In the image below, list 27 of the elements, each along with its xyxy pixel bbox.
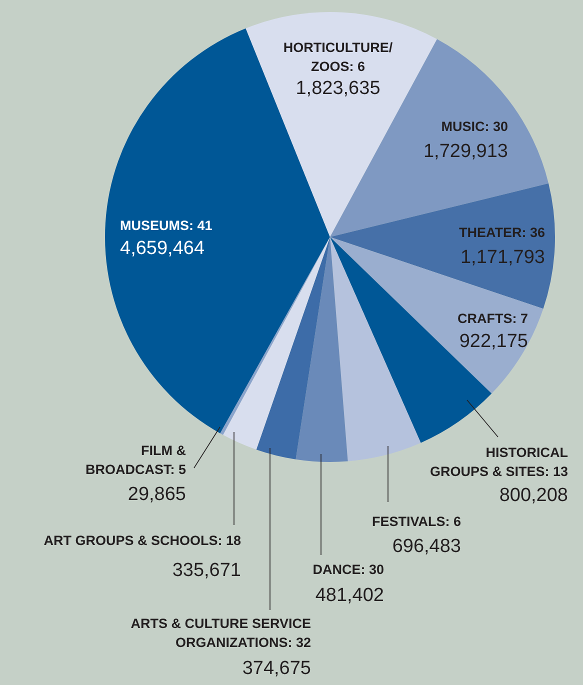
data-label: 1,171,793 — [460, 247, 545, 268]
slice-label: DANCE: 30 — [312, 562, 384, 577]
slice-label: MUSEUMS: 41 — [120, 218, 213, 233]
slice-label: MUSIC: 30 — [441, 119, 508, 134]
data-label: 696,483 — [392, 536, 461, 557]
data-label: 29,865 — [128, 484, 186, 505]
slice-label: HISTORICAL GROUPS & SITES: 13 — [430, 445, 568, 479]
data-label: 335,671 — [172, 560, 241, 581]
data-label: 922,175 — [459, 331, 528, 352]
slice-label: ART GROUPS & SCHOOLS: 18 — [44, 533, 242, 548]
slice-label: ARTS & CULTURE SERVICE ORGANIZATIONS: 32 — [130, 616, 311, 650]
slice-label: HORTICULTURE/ ZOOS: 6 — [283, 40, 393, 74]
data-label: 481,402 — [315, 585, 384, 606]
pie-slice — [296, 237, 348, 462]
data-label: 374,675 — [242, 658, 311, 679]
data-label: 800,208 — [499, 485, 568, 506]
data-label: 1,823,635 — [296, 78, 380, 99]
slice-label: FESTIVALS: 6 — [372, 514, 462, 529]
slice-label: FILM & BROADCAST: 5 — [85, 443, 186, 477]
data-label: 1,729,913 — [423, 141, 508, 162]
pie-slice — [330, 237, 544, 394]
slice-label: THEATER: 36 — [458, 225, 546, 240]
pie-slice — [330, 183, 555, 309]
pie-slice — [256, 237, 330, 460]
slice-label: CRAFTS: 7 — [458, 311, 528, 326]
pie-slice — [330, 237, 421, 462]
data-label: 4,659,464 — [120, 238, 205, 259]
